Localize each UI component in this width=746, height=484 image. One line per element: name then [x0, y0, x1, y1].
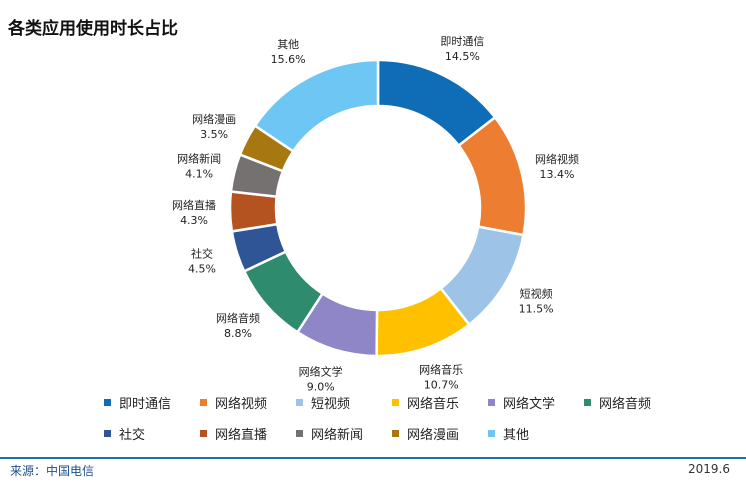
slice-label-value-7: 4.3%	[180, 214, 208, 227]
legend-label-9: 网络漫画	[407, 428, 460, 443]
legend-swatch-0	[104, 399, 111, 406]
slice-label-name-1: 网络视频	[535, 152, 579, 166]
slice-7	[228, 190, 279, 233]
legend-item-7: 网络直播	[200, 424, 280, 443]
slice-label-name-7: 网络直播	[172, 198, 216, 212]
slice-label-name-8: 网络新闻	[177, 152, 221, 166]
slice-label-name-5: 网络音频	[216, 311, 260, 325]
legend-item-9: 网络漫画	[392, 424, 472, 443]
slice-label-value-0: 14.5%	[445, 50, 480, 63]
legend-item-3: 网络音乐	[392, 393, 472, 412]
legend-label-0: 即时通信	[119, 397, 172, 412]
legend-swatch-1	[200, 399, 207, 406]
legend-label-5: 网络音频	[599, 397, 652, 412]
legend-swatch-10	[488, 430, 495, 437]
slice-label-value-6: 4.5%	[188, 263, 216, 276]
slice-label-name-9: 网络漫画	[192, 112, 236, 126]
legend-swatch-7	[200, 430, 207, 437]
legend-swatch-5	[584, 399, 591, 406]
date-stamp: 2019.6	[688, 462, 730, 476]
legend-item-8: 网络新闻	[296, 424, 376, 443]
slice-label-value-2: 11.5%	[519, 302, 554, 315]
slice-label-name-2: 短视频	[520, 286, 553, 300]
legend-label-4: 网络文学	[503, 397, 556, 412]
chart-legend: 即时通信 网络视频 短视频 网络音乐 网络文学 网络音频社交 网络直播 网络新闻 网络漫画 其他	[104, 393, 664, 443]
legend-label-1: 网络视频	[215, 397, 268, 412]
legend-label-7: 网络直播	[215, 428, 268, 443]
legend-label-10: 其他	[503, 428, 530, 443]
legend-swatch-6	[104, 430, 111, 437]
donut-chart: 即时通信 14.5% 网络视频 13.4% 短视频 11.5% 网络音乐 10.7% 网络文学 9…	[172, 35, 579, 393]
slice-label-value-5: 8.8%	[224, 327, 252, 340]
legend-label-6: 社交	[119, 428, 146, 443]
legend-swatch-8	[296, 430, 303, 437]
source-note: 来源：中国电信	[10, 464, 95, 478]
legend-swatch-9	[392, 430, 399, 437]
slice-label-name-4: 网络文学	[299, 364, 343, 378]
legend-label-3: 网络音乐	[407, 397, 460, 412]
legend-item-2: 短视频	[296, 393, 376, 412]
slice-label-name-3: 网络音乐	[419, 363, 463, 377]
slice-label-name-6: 社交	[191, 247, 213, 261]
legend-swatch-4	[488, 399, 495, 406]
legend-item-1: 网络视频	[200, 393, 280, 412]
legend-item-0: 即时通信	[104, 393, 184, 412]
legend-item-6: 社交	[104, 424, 184, 443]
slice-label-value-8: 4.1%	[185, 168, 213, 181]
legend-label-8: 网络新闻	[311, 428, 364, 443]
footer-divider	[0, 457, 746, 459]
slice-label-name-0: 即时通信	[440, 35, 484, 48]
slice-label-name-10: 其他	[277, 38, 299, 51]
slice-label-value-10: 15.6%	[271, 53, 306, 66]
slice-label-value-9: 3.5%	[200, 128, 228, 141]
legend-item-10: 其他	[488, 424, 568, 443]
legend-item-5: 网络音频	[584, 393, 664, 412]
slice-label-value-4: 9.0%	[307, 380, 335, 393]
legend-swatch-2	[296, 399, 303, 406]
slice-label-value-1: 13.4%	[540, 168, 575, 181]
slice-label-value-3: 10.7%	[424, 379, 459, 392]
chart-title: 各类应用使用时长占比	[8, 19, 178, 39]
legend-swatch-3	[392, 399, 399, 406]
legend-label-2: 短视频	[311, 397, 351, 412]
legend-item-4: 网络文学	[488, 393, 568, 412]
slice-10	[253, 58, 380, 154]
